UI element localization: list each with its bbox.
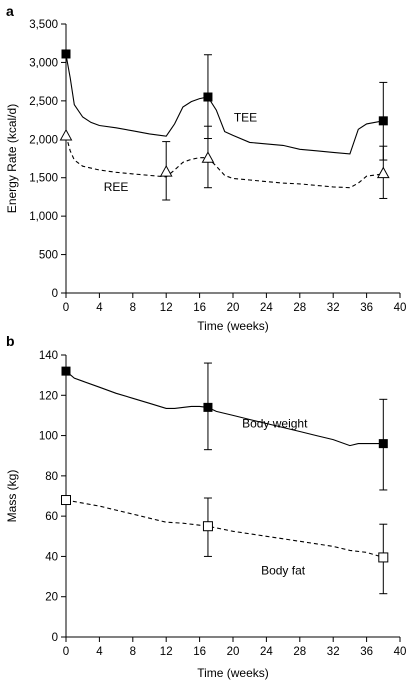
y-axis-label: Mass (kg) [5,470,19,523]
marker-body-weight [203,402,213,412]
x-tick-label: 32 [327,646,340,658]
y-tick-label: 60 [45,511,58,523]
x-tick-label: 12 [160,646,173,658]
marker-ree [376,166,390,179]
chart-panel-b: b 0 4 8 12 16 20 24 28 32 36 40 0 20 40 60 80 100 120 140 Ti… [5,333,406,680]
y-tick-label: 1,000 [29,211,58,223]
series-line-body-weight [65,370,384,447]
x-tick-label: 24 [260,646,273,658]
x-tick-label: 20 [227,302,240,314]
x-tick-label: 8 [130,302,136,314]
marker-body-fat [378,552,389,563]
x-tick-label: 12 [160,302,173,314]
x-tick-label: 28 [293,646,306,658]
y-tick-label: 500 [39,250,58,262]
marker-ree [201,151,215,163]
y-axis-label: Energy Rate (kcal/d) [5,104,19,213]
x-tick-label: 24 [260,302,273,314]
x-tick-label: 40 [394,302,407,314]
annotation-body-weight: Body weight [242,417,308,431]
annotation-tee: TEE [234,111,257,125]
annotation-ree: REE [104,180,129,194]
y-tick-label: 80 [45,471,58,483]
x-tick-label: 36 [360,646,373,658]
x-tick-label: 28 [293,302,306,314]
marker-tee [378,116,388,126]
y-tick-label: 3,000 [29,57,58,69]
panel-label: a [6,3,14,19]
y-tick-label: 2,500 [29,96,58,108]
series-line-tee [65,54,384,155]
marker-tee [203,92,213,102]
y-tick-label: 0 [52,288,58,300]
marker-body-fat [61,495,71,506]
panel-label: b [6,333,15,349]
chart-panel-a: a 0 4 8 12 16 20 24 28 32 36 40 0 500 1,000 1,500 2,000 2… [5,3,406,333]
annotation-body-fat: Body fat [261,564,306,578]
y-tick-label: 20 [45,592,58,604]
y-tick-label: 40 [45,551,58,563]
marker-tee [61,49,71,59]
y-tick-label: 2,000 [29,134,58,146]
y-tick-label: 1,500 [29,173,58,185]
x-tick-label: 20 [227,646,240,658]
x-tick-label: 8 [130,646,136,658]
x-tick-label: 0 [63,646,69,658]
y-tick-label: 100 [39,431,58,443]
x-axis-label: Time (weeks) [197,319,269,333]
series-line-body-fat [65,499,384,558]
marker-ree [59,128,73,141]
x-tick-label: 4 [96,646,103,658]
x-axis-label: Time (weeks) [197,666,269,680]
marker-ree [159,165,173,177]
marker-body-weight [378,439,388,449]
y-tick-label: 120 [39,390,58,402]
x-tick-label: 16 [193,646,206,658]
marker-body-weight [61,366,71,376]
y-tick-label: 3,500 [29,19,58,31]
x-tick-label: 32 [327,302,340,314]
x-tick-label: 0 [63,302,69,314]
x-tick-label: 40 [394,646,407,658]
y-tick-label: 140 [39,350,58,362]
x-tick-label: 16 [193,302,206,314]
marker-body-fat [202,521,213,532]
x-tick-label: 4 [96,302,103,314]
x-tick-label: 36 [360,302,373,314]
y-tick-label: 0 [52,632,58,644]
